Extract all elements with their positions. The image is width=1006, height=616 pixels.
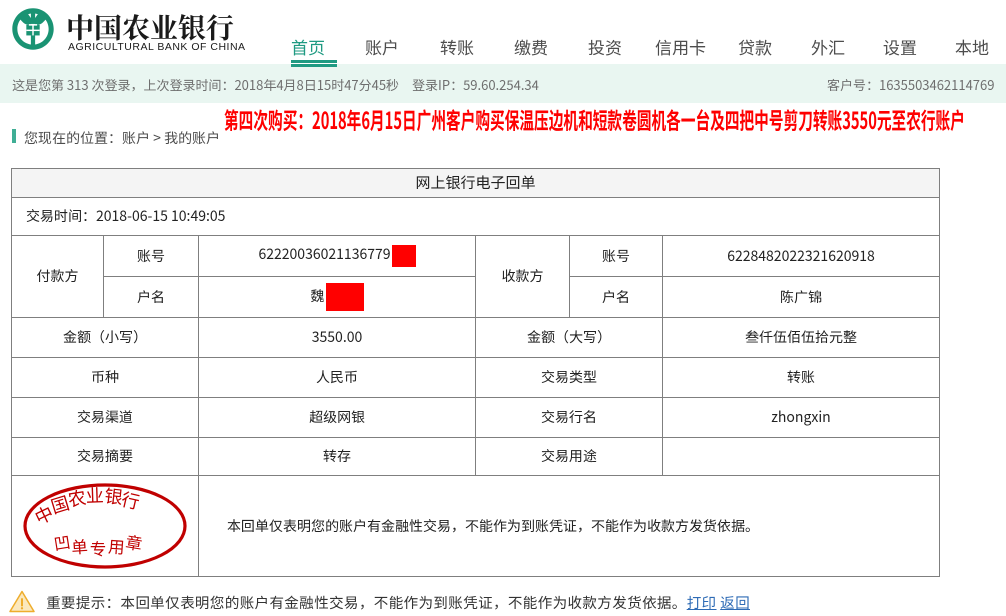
svg-text:用: 用 [107,533,125,558]
svg-text:单: 单 [70,533,88,558]
svg-text:专: 专 [90,536,107,560]
svg-text:业: 业 [85,481,104,508]
svg-text:章: 章 [124,528,144,554]
svg-text:凹: 凹 [52,528,72,554]
